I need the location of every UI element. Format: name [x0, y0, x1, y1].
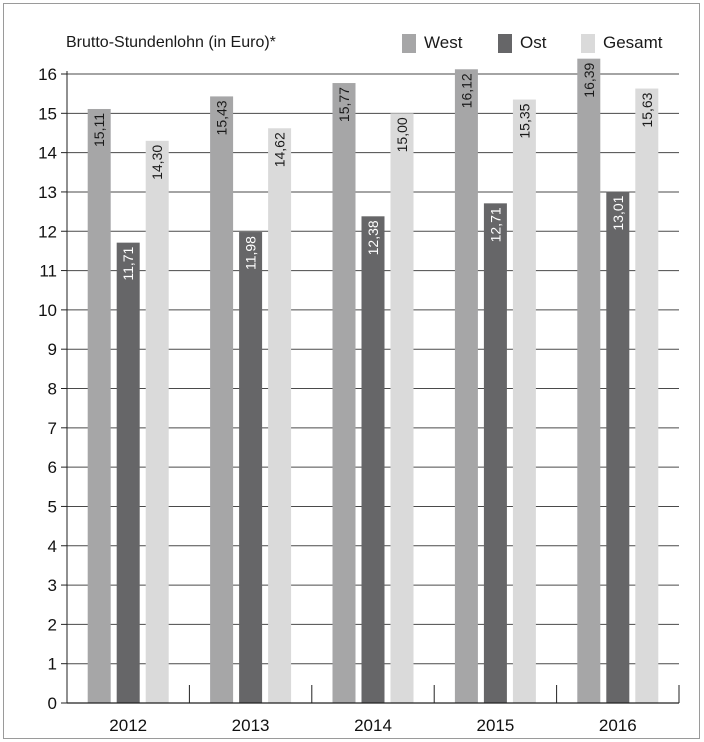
- bar: [606, 191, 630, 703]
- bar-value-label: 16,39: [581, 62, 597, 97]
- bar: [145, 140, 169, 704]
- y-tick-label: 12: [38, 222, 57, 241]
- bar-value-label: 16,12: [458, 73, 474, 108]
- y-tick-label: 14: [38, 144, 57, 163]
- bar-value-label: 15,11: [91, 113, 107, 147]
- bar-value-label: 15,77: [336, 87, 352, 122]
- bar-value-label: 15,43: [214, 100, 230, 135]
- x-tick-label: 2015: [476, 716, 514, 735]
- chart-frame: [3, 3, 700, 739]
- x-tick-label: 2016: [599, 716, 637, 735]
- bar-value-label: 11,71: [120, 246, 136, 280]
- bar: [87, 108, 111, 703]
- bar: [390, 113, 414, 703]
- legend-item-gesamt: Gesamt: [581, 31, 663, 55]
- bar-value-label: 12,71: [487, 207, 503, 242]
- bar-value-label: 11,98: [243, 236, 259, 270]
- bar-value-label: 15,35: [516, 103, 532, 138]
- bar: [268, 128, 292, 704]
- y-tick-label: 7: [48, 419, 57, 438]
- bar: [483, 203, 507, 703]
- y-tick-label: 10: [38, 301, 57, 320]
- y-tick-label: 0: [48, 694, 57, 713]
- bar-value-label: 15,63: [639, 92, 655, 127]
- bar-value-label: 14,62: [272, 132, 288, 167]
- legend-swatch-gesamt: [581, 33, 595, 53]
- y-tick-label: 2: [48, 615, 57, 634]
- bar: [577, 58, 601, 703]
- bar: [361, 216, 385, 703]
- legend-label-gesamt: Gesamt: [603, 33, 663, 52]
- y-tick-label: 6: [48, 458, 57, 477]
- y-tick-label: 9: [48, 340, 57, 359]
- legend-swatch-west: [402, 33, 416, 53]
- y-tick-label: 8: [48, 380, 57, 399]
- y-tick-label: 5: [48, 497, 57, 516]
- legend-item-west: West: [402, 31, 462, 55]
- bar-value-label: 13,01: [610, 195, 626, 230]
- y-tick-label: 15: [38, 104, 57, 123]
- legend-swatch-ost: [498, 33, 512, 53]
- bar-value-label: 15,00: [394, 117, 410, 152]
- legend-label-west: West: [424, 33, 463, 52]
- bar-value-label: 12,38: [365, 220, 381, 255]
- x-tick-label: 2012: [109, 716, 147, 735]
- bar: [454, 69, 478, 704]
- y-tick-label: 11: [39, 262, 57, 281]
- y-tick-label: 3: [48, 576, 57, 595]
- y-tick-label: 16: [38, 65, 57, 84]
- bar: [332, 83, 356, 704]
- bar: [116, 242, 140, 703]
- legend-item-ost: Ost: [498, 31, 546, 55]
- legend-label-ost: Ost: [520, 33, 547, 52]
- bar: [239, 232, 263, 703]
- bar-value-label: 14,30: [149, 145, 165, 180]
- bar: [512, 99, 536, 704]
- y-tick-label: 13: [38, 183, 57, 202]
- y-tick-label: 4: [48, 537, 57, 556]
- y-tick-label: 1: [48, 655, 57, 674]
- x-tick-label: 2014: [354, 716, 392, 735]
- x-tick-label: 2013: [232, 716, 270, 735]
- bar: [635, 88, 659, 703]
- y-axis-label: Brutto-Stundenlohn (in Euro)*: [66, 34, 276, 51]
- bar: [210, 96, 234, 703]
